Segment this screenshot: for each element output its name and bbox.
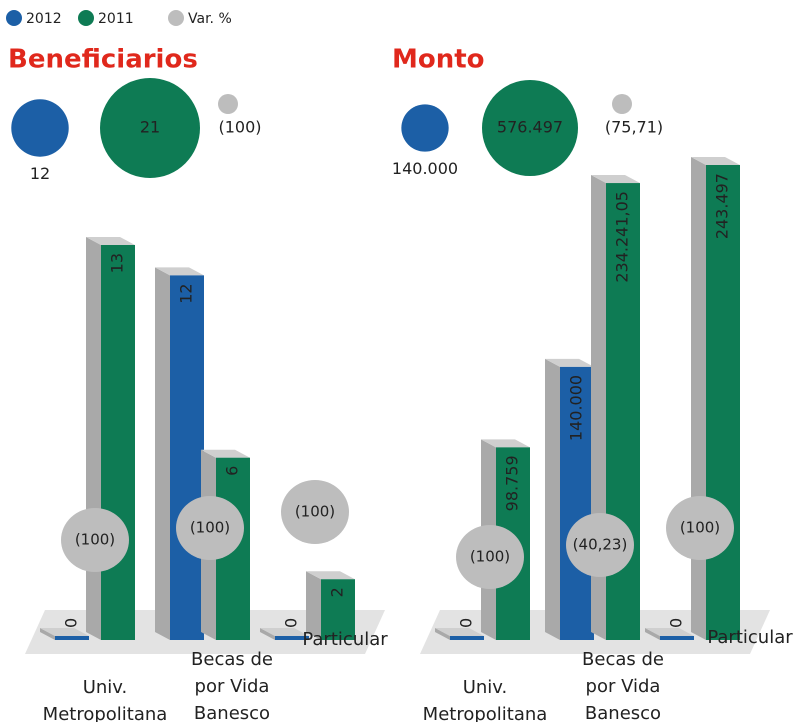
bar-top — [260, 628, 309, 636]
category-label: Univ. — [463, 677, 508, 698]
bar-top — [306, 571, 355, 580]
bar-value-label: 0 — [457, 618, 476, 628]
total-bubble — [482, 80, 578, 176]
bar — [155, 267, 204, 640]
variation-label: (100) — [470, 548, 510, 566]
bar-front — [321, 579, 355, 640]
total-label: 140.000 — [392, 159, 458, 178]
bar-side — [40, 628, 55, 640]
variation-label: (100) — [190, 519, 230, 537]
total-bubble — [11, 99, 69, 157]
bar-value-label: 243.497 — [713, 173, 732, 239]
category-label: Particular — [707, 627, 793, 648]
legend-swatch — [78, 10, 94, 26]
bar-side — [306, 571, 321, 640]
variation-bubble — [61, 508, 129, 572]
category-label: por Vida — [195, 676, 270, 697]
bar-top — [691, 157, 740, 165]
legend-label: 2011 — [98, 11, 134, 27]
bar-front — [560, 366, 594, 640]
bar-front — [450, 636, 484, 640]
bar-side — [545, 358, 560, 640]
chart-title: Monto — [392, 45, 485, 75]
legend-swatch — [6, 10, 22, 26]
total-label: 12 — [30, 164, 50, 183]
total-bubble — [401, 104, 449, 152]
bar — [86, 237, 135, 640]
category-label: Metropolitana — [423, 704, 548, 722]
bar-front — [660, 636, 694, 640]
legend-swatch — [168, 10, 184, 26]
bar-value-label: 2 — [328, 587, 347, 597]
variation-bubble — [281, 480, 349, 544]
bar-value-label: 6 — [223, 466, 242, 476]
category-label: Banesco — [194, 703, 270, 722]
bar — [481, 439, 530, 640]
bar-top — [545, 358, 594, 367]
bar-value-label: 0 — [282, 618, 301, 628]
variation-bubble — [456, 525, 524, 589]
bar — [260, 628, 309, 640]
total-label: (75,71) — [605, 118, 663, 137]
bar-value-label: 140.000 — [567, 375, 586, 441]
variation-label: (100) — [295, 503, 335, 521]
bar-value-label: 12 — [177, 283, 196, 303]
bar-top — [155, 267, 204, 276]
bar-top — [481, 439, 530, 448]
bar — [40, 628, 89, 640]
variation-label: (40,23) — [573, 536, 628, 554]
bar-top — [435, 628, 484, 636]
bar-top — [201, 449, 250, 458]
category-label: Becas de — [582, 649, 664, 670]
total-bubble — [612, 94, 632, 114]
total-bubble — [218, 94, 238, 114]
category-label: Banesco — [585, 703, 661, 722]
bar-front — [101, 245, 135, 640]
bar-top — [645, 628, 694, 636]
bar-value-label: 0 — [62, 618, 81, 628]
bar-value-label: 98.759 — [503, 455, 522, 511]
bar-side — [645, 628, 660, 640]
category-label: por Vida — [586, 676, 661, 697]
category-label: Metropolitana — [43, 704, 168, 722]
bar-side — [86, 237, 101, 640]
bar — [645, 628, 694, 640]
variation-bubble — [666, 496, 734, 560]
bar-front — [706, 165, 740, 640]
bar-front — [275, 636, 309, 640]
total-label: (100) — [218, 118, 261, 137]
bar-side — [435, 628, 450, 640]
total-bubble — [100, 78, 200, 178]
bar-side — [155, 267, 170, 640]
variation-bubble — [566, 513, 634, 577]
bar-top — [86, 237, 135, 245]
bar-value-label: 0 — [667, 618, 686, 628]
legend-label: Var. % — [188, 11, 232, 27]
bar — [545, 358, 594, 640]
total-label: 576.497 — [497, 118, 563, 137]
category-label: Univ. — [83, 677, 128, 698]
bar-top — [40, 628, 89, 636]
bar — [306, 571, 355, 640]
category-label: Particular — [302, 629, 388, 650]
total-label: 21 — [140, 118, 160, 137]
bar-side — [691, 157, 706, 640]
bar-front — [55, 636, 89, 640]
bar-front — [170, 275, 204, 640]
legend-label: 2012 — [26, 11, 62, 27]
bar — [435, 628, 484, 640]
bar-value-label: 234.241,05 — [613, 191, 632, 283]
variation-label: (100) — [75, 531, 115, 549]
bar-top — [591, 175, 640, 184]
variation-bubble — [176, 496, 244, 560]
bar-side — [260, 628, 275, 640]
category-label: Becas de — [191, 649, 273, 670]
chart-title: Beneficiarios — [8, 45, 198, 75]
variation-label: (100) — [680, 519, 720, 537]
bar-value-label: 13 — [108, 253, 127, 273]
